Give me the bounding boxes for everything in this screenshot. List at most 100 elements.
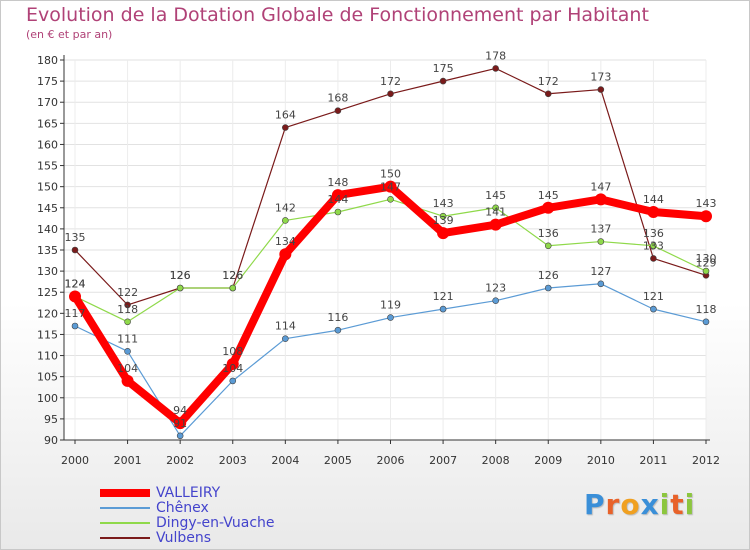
data-point-valleiry — [542, 201, 555, 214]
data-label-valleiry: 139 — [433, 214, 454, 227]
x-tick-label: 2006 — [377, 454, 405, 467]
data-point-valleiry — [174, 417, 187, 430]
data-point-ch-nex — [334, 326, 342, 334]
data-label-valleiry: 141 — [485, 206, 506, 219]
legend-label: Vulbens — [156, 529, 212, 546]
x-tick-label: 2012 — [692, 454, 720, 467]
data-label-dingy-en-vuache: 126 — [170, 269, 191, 282]
data-label-ch-nex: 121 — [643, 290, 664, 303]
logo-letter: i — [659, 488, 671, 521]
data-point-vulbens — [71, 246, 79, 254]
data-label-dingy-en-vuache: 136 — [643, 227, 664, 240]
data-point-dingy-en-vuache — [124, 318, 131, 326]
data-point-dingy-en-vuache — [334, 208, 342, 216]
data-label-dingy-en-vuache: 136 — [538, 227, 559, 240]
data-label-ch-nex: 91 — [173, 417, 187, 430]
legend-label: Chênex — [156, 499, 209, 516]
data-point-dingy-en-vuache — [597, 238, 605, 245]
data-label-valleiry: 145 — [538, 189, 559, 202]
data-label-vulbens: 168 — [327, 92, 348, 105]
data-label-valleiry: 147 — [590, 180, 611, 193]
data-point-vulbens — [124, 301, 131, 309]
data-label-ch-nex: 126 — [538, 269, 559, 282]
data-label-vulbens: 129 — [696, 256, 717, 269]
data-label-dingy-en-vuache: 143 — [433, 197, 454, 210]
legend-swatch — [100, 536, 150, 539]
x-tick-label: 2001 — [114, 454, 142, 467]
data-point-dingy-en-vuache — [702, 267, 710, 275]
x-tick-label: 2002 — [166, 454, 194, 467]
y-tick-label: 120 — [37, 307, 58, 320]
data-label-ch-nex: 118 — [696, 303, 717, 316]
data-label-dingy-en-vuache: 130 — [696, 252, 717, 265]
y-tick-label: 110 — [37, 350, 58, 363]
logo-letter: t — [670, 488, 685, 521]
data-point-dingy-en-vuache — [544, 242, 552, 250]
legend-swatch — [100, 521, 150, 524]
data-label-vulbens: 126 — [222, 269, 243, 282]
legend-item-valleiry: VALLEIRY — [100, 485, 275, 501]
data-point-dingy-en-vuache — [282, 217, 289, 224]
data-label-valleiry: 150 — [380, 168, 401, 181]
data-point-valleiry — [121, 374, 134, 387]
data-label-ch-nex: 119 — [380, 299, 401, 312]
data-label-vulbens: 172 — [538, 75, 559, 88]
data-point-ch-nex — [71, 322, 79, 330]
data-label-ch-nex: 121 — [433, 290, 454, 303]
data-label-vulbens: 135 — [65, 231, 86, 244]
data-point-ch-nex — [544, 284, 552, 292]
data-label-vulbens: 122 — [117, 286, 138, 299]
data-label-vulbens: 126 — [170, 269, 191, 282]
y-tick-label: 130 — [37, 265, 58, 278]
data-label-dingy-en-vuache: 118 — [117, 303, 138, 316]
x-tick-label: 2009 — [534, 454, 562, 467]
data-label-vulbens: 175 — [433, 62, 454, 75]
data-label-valleiry: 104 — [117, 362, 138, 375]
logo-letter: o — [620, 488, 641, 521]
data-label-valleiry: 94 — [173, 404, 187, 417]
data-point-dingy-en-vuache — [387, 196, 394, 203]
proxiti-logo: Proxiti — [584, 488, 695, 521]
legend-swatch — [100, 506, 150, 509]
data-point-ch-nex — [124, 348, 131, 355]
x-tick-label: 2000 — [61, 454, 89, 467]
data-label-vulbens: 164 — [275, 109, 296, 122]
chart-subtitle: (en € et par an) — [26, 28, 113, 41]
data-point-ch-nex — [702, 318, 710, 326]
data-point-valleiry — [226, 358, 239, 370]
y-tick-label: 145 — [37, 202, 58, 215]
data-label-valleiry: 143 — [696, 197, 717, 210]
data-point-vulbens — [597, 86, 605, 93]
y-tick-label: 100 — [37, 392, 58, 405]
data-label-ch-nex: 123 — [485, 282, 506, 295]
data-point-vulbens — [387, 90, 394, 98]
data-point-dingy-en-vuache — [229, 284, 237, 292]
data-label-ch-nex: 117 — [65, 307, 86, 320]
data-label-ch-nex: 127 — [590, 265, 611, 278]
y-tick-label: 155 — [37, 160, 58, 173]
data-label-dingy-en-vuache: 137 — [590, 223, 611, 236]
data-point-dingy-en-vuache — [176, 284, 184, 292]
y-tick-label: 160 — [37, 138, 58, 151]
data-point-dingy-en-vuache — [492, 204, 499, 212]
data-point-ch-nex — [597, 280, 605, 288]
data-label-ch-nex: 104 — [222, 362, 243, 375]
data-point-ch-nex — [229, 377, 237, 385]
data-label-dingy-en-vuache: 145 — [485, 189, 506, 202]
data-point-valleiry — [279, 248, 292, 261]
legend-item-vulbens: Vulbens — [100, 529, 275, 546]
y-tick-label: 115 — [37, 328, 58, 341]
y-tick-label: 135 — [37, 244, 58, 257]
data-point-ch-nex — [439, 305, 447, 313]
data-point-valleiry — [69, 290, 81, 303]
data-label-dingy-en-vuache: 144 — [327, 193, 348, 206]
x-tick-label: 2003 — [219, 454, 247, 467]
legend-swatch — [100, 488, 150, 497]
legend-label: Dingy-en-Vuache — [156, 514, 275, 531]
data-point-ch-nex — [650, 305, 657, 313]
data-point-dingy-en-vuache — [439, 212, 447, 220]
y-tick-label: 105 — [37, 371, 58, 384]
data-point-ch-nex — [282, 335, 289, 342]
y-tick-label: 90 — [44, 434, 58, 447]
